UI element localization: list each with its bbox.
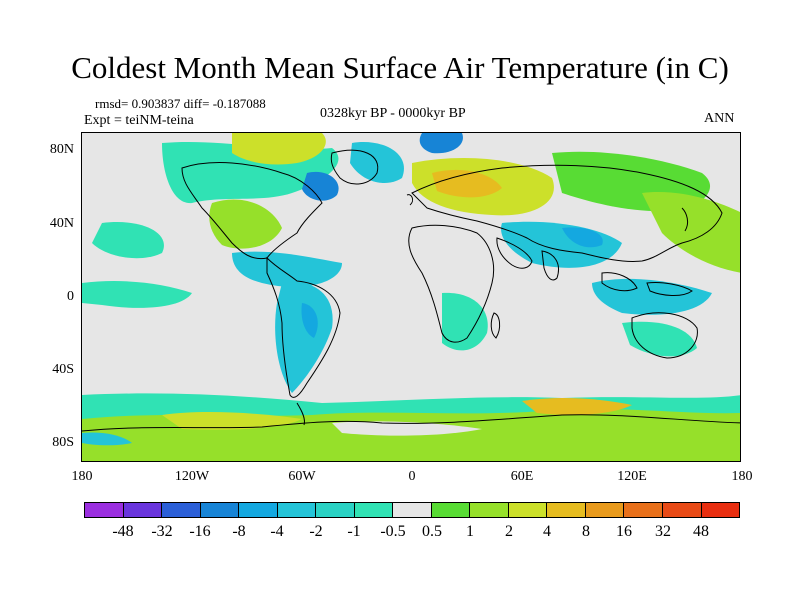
colorbar-label: 0.5: [422, 523, 442, 540]
colorbar-box: [393, 503, 432, 517]
anomaly-region: [162, 412, 302, 430]
anomaly-region: [622, 321, 697, 357]
anomaly-region: [232, 251, 342, 287]
coastline-africa: [408, 224, 495, 343]
anomaly-region: [92, 222, 164, 259]
colorbar-box: [508, 503, 548, 517]
coastline-australia: [631, 312, 698, 359]
colorbar-label: 1: [466, 523, 474, 540]
coastlines: [82, 149, 740, 432]
colorbar-box: [701, 503, 740, 517]
colorbar-label: 2: [505, 523, 513, 540]
coastline-india: [541, 250, 559, 281]
colorbar-label: -0.5: [380, 523, 406, 540]
anomaly-region: [642, 192, 740, 273]
anomaly-region: [301, 303, 318, 338]
coastline-indonesia: [601, 272, 638, 292]
anomaly-field: [82, 133, 740, 461]
colorbar-label: -48: [112, 523, 134, 540]
colorbar-label: -1: [347, 523, 361, 540]
colorbar-label: -4: [270, 523, 284, 540]
coastline-antarctica: [82, 414, 740, 432]
colorbar-box: [624, 503, 663, 517]
anomaly-region: [302, 171, 339, 201]
colorbar-label: -32: [151, 523, 173, 540]
colorbar-label: -16: [189, 523, 211, 540]
lon-label-60w: 60W: [288, 469, 316, 484]
coastline-arabia: [496, 237, 533, 269]
lat-label-40n: 40N: [49, 216, 74, 231]
lon-label-120e: 120E: [617, 469, 647, 484]
experiment-label: Expt = teiNM-teina: [84, 113, 194, 128]
coastline-eurasia: [411, 164, 723, 262]
colorbar-box: [547, 503, 586, 517]
colorbar-box: [585, 503, 625, 517]
colorbar-label: 4: [543, 523, 551, 540]
coastline-south-america: [266, 256, 341, 398]
map-plot: [81, 132, 741, 462]
anomaly-region: [562, 227, 603, 248]
anomaly-region: [442, 292, 488, 351]
colorbar-label: -8: [232, 523, 246, 540]
anomaly-region: [419, 133, 463, 154]
colorbar-box: [85, 503, 124, 517]
colorbar-box: [662, 503, 702, 517]
period-label: 0328kyr BP - 0000kyr BP: [320, 106, 466, 121]
coastline-greenland: [330, 149, 379, 185]
colorbar-box: [162, 503, 201, 517]
anomaly-region: [82, 432, 132, 446]
colorbar-label: 32: [655, 523, 671, 540]
colorbar-label: 16: [616, 523, 632, 540]
anomaly-region: [232, 133, 326, 165]
coastline-uk: [406, 194, 414, 206]
colorbar-label: -2: [309, 523, 323, 540]
colorbar-label: 48: [693, 523, 709, 540]
lon-label-120w: 120W: [174, 469, 210, 484]
anomaly-region: [432, 169, 502, 198]
lat-label-80s: 80S: [52, 435, 74, 450]
coastline-japan: [681, 207, 689, 232]
anomaly-region: [332, 421, 482, 436]
anomaly-region: [275, 282, 333, 393]
coastline-madagascar: [490, 312, 501, 339]
map-svg: [82, 133, 740, 461]
coastline-new-guinea: [646, 282, 693, 296]
lat-label-80n: 80N: [49, 142, 74, 157]
colorbar-box: [200, 503, 240, 517]
lat-label-40s: 40S: [52, 362, 74, 377]
colorbar-box: [431, 503, 471, 517]
anomaly-region: [501, 221, 622, 268]
colorbar: [84, 502, 740, 518]
colorbar-box: [316, 503, 355, 517]
lat-label-0: 0: [67, 289, 74, 304]
anomaly-region: [522, 398, 632, 415]
lon-label-180w: 180: [71, 469, 93, 484]
lon-label-180e: 180: [731, 469, 753, 484]
colorbar-box: [354, 503, 394, 517]
map-title: Coldest Month Mean Surface Air Temperatu…: [71, 50, 729, 85]
colorbar-label: 8: [582, 523, 590, 540]
coastline-antarctic-peninsula: [296, 402, 305, 426]
colorbar-box: [239, 503, 278, 517]
lon-label-60e: 60E: [510, 469, 534, 484]
season-label: ANN: [704, 111, 735, 126]
anomaly-region: [209, 199, 282, 249]
colorbar-box: [123, 503, 163, 517]
colorbar-box: [277, 503, 317, 517]
anomaly-region: [82, 281, 192, 308]
anomaly-region: [592, 278, 712, 315]
stats-text: rmsd= 0.903837 diff= -0.187088: [95, 96, 266, 111]
colorbar-box: [470, 503, 509, 517]
coastline-north-america: [181, 162, 323, 260]
lon-label-0: 0: [408, 469, 416, 484]
